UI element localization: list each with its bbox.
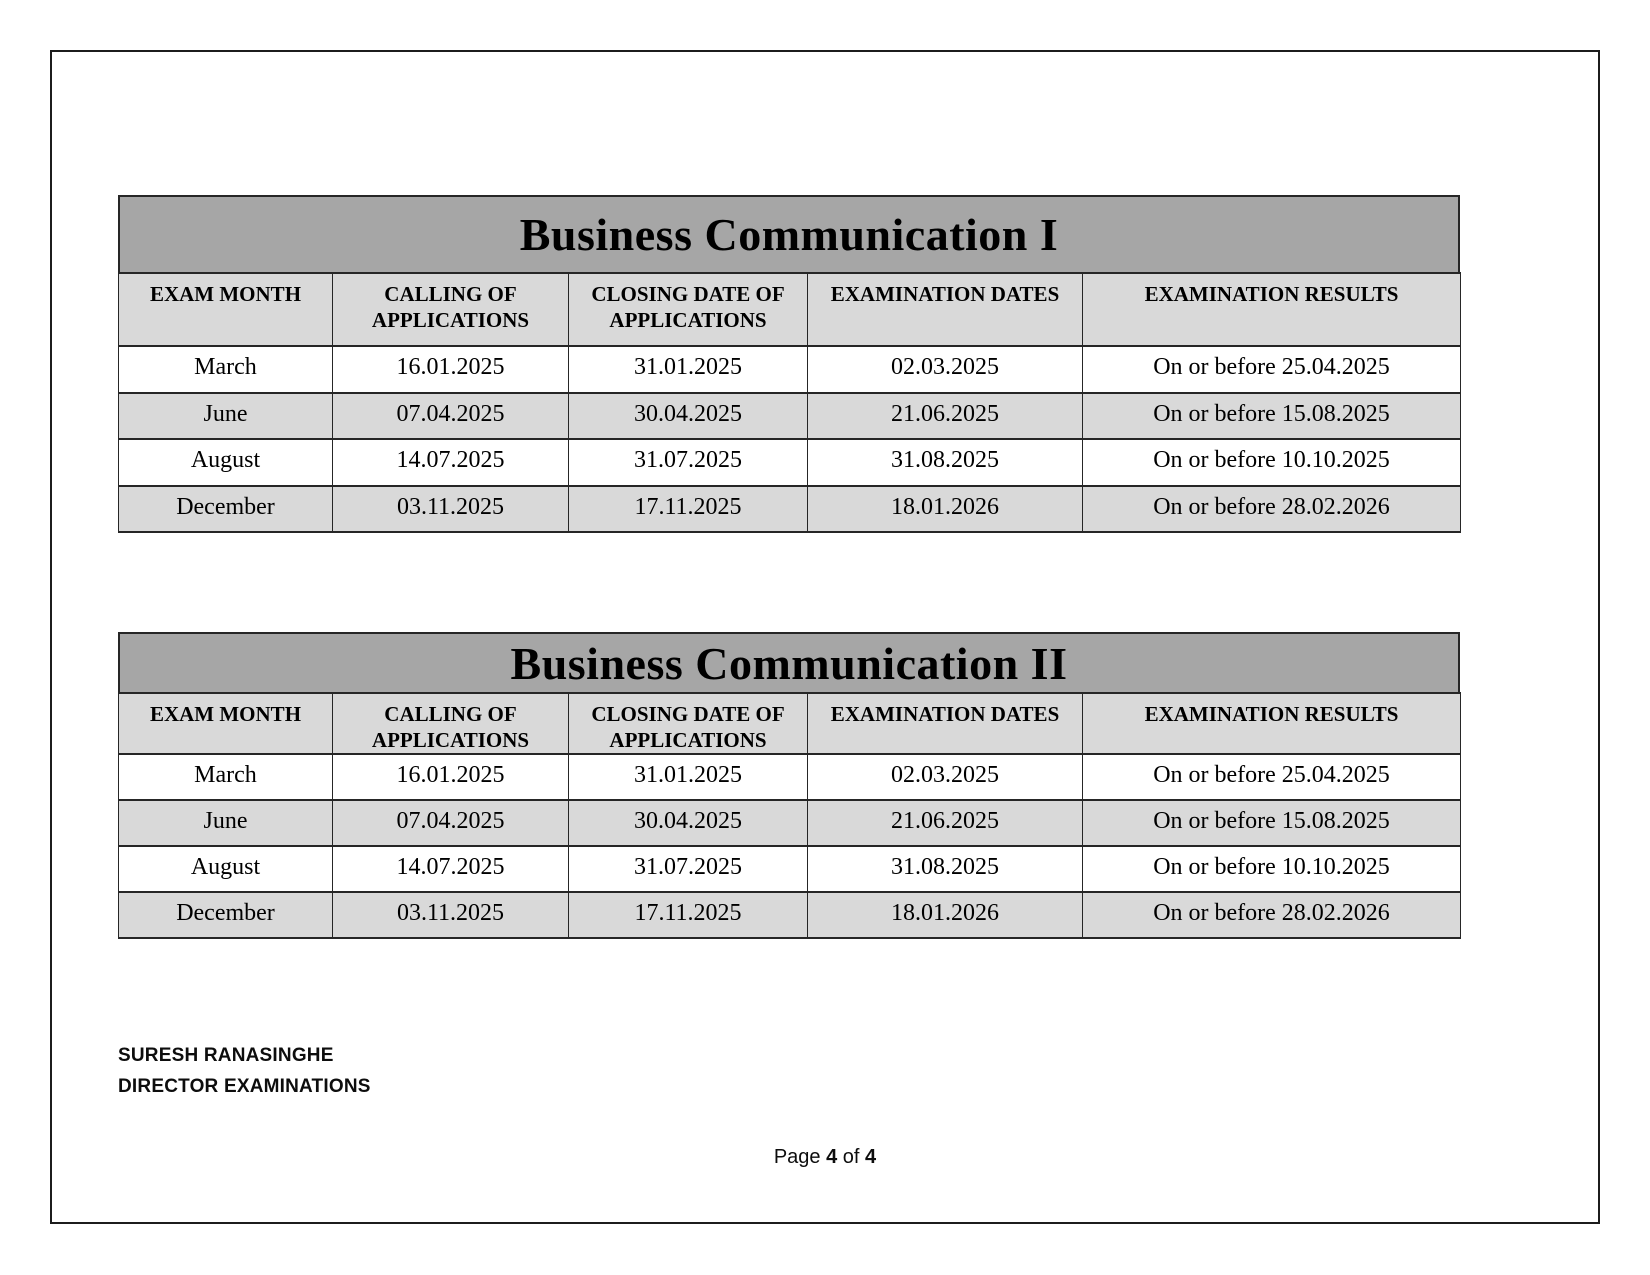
table-cell: On or before 15.08.2025: [1082, 391, 1461, 440]
table-cell: On or before 28.02.2026: [1082, 484, 1461, 533]
exam-table-business-communication-2: Business Communication II EXAM MONTH CALLI…: [118, 632, 1461, 939]
column-header: EXAMINATION RESULTS: [1082, 692, 1461, 755]
table-cell: 14.07.2025: [332, 438, 569, 487]
exam-schedule-table: EXAM MONTH CALLING OF APPLICATIONS CLOSING…: [118, 272, 1461, 533]
table-title-bar: Business Communication I: [118, 195, 1460, 272]
page-of-word: of: [837, 1146, 866, 1168]
table-cell: March: [118, 753, 333, 801]
table-row: June 07.04.2025 30.04.2025 21.06.2025 On or …: [118, 799, 1461, 847]
table-cell: 07.04.2025: [332, 799, 569, 847]
column-header: CLOSING DATE OF APPLICATIONS: [568, 272, 808, 347]
column-header: CALLING OF APPLICATIONS: [332, 692, 569, 755]
table-cell: June: [118, 799, 333, 847]
column-header: CLOSING DATE OF APPLICATIONS: [568, 692, 808, 755]
table-cell: 18.01.2026: [807, 484, 1083, 533]
table-cell: On or before 15.08.2025: [1082, 799, 1461, 847]
signature-block: SURESH RANASINGHE DIRECTOR EXAMINATIONS: [118, 1040, 371, 1102]
header-row: EXAM MONTH CALLING OF APPLICATIONS CLOSING…: [118, 272, 1461, 347]
table-title: Business Communication II: [510, 637, 1068, 689]
table-cell: 31.07.2025: [568, 845, 808, 893]
table-cell: 31.08.2025: [807, 438, 1083, 487]
table-cell: August: [118, 845, 333, 893]
table-row: March 16.01.2025 31.01.2025 02.03.2025 On or…: [118, 753, 1461, 801]
header-row: EXAM MONTH CALLING OF APPLICATIONS CLOSING…: [118, 692, 1461, 755]
column-header: CALLING OF APPLICATIONS: [332, 272, 569, 347]
table-cell: 16.01.2025: [332, 345, 569, 394]
table-cell: On or before 25.04.2025: [1082, 345, 1461, 394]
page-total-number: 4: [865, 1146, 877, 1168]
page-number: Page 4 of 4: [50, 1146, 1600, 1169]
table-cell: 02.03.2025: [807, 753, 1083, 801]
table-row: December 03.11.2025 17.11.2025 18.01.2026 On…: [118, 484, 1461, 533]
table-title: Business Communication I: [519, 209, 1059, 260]
table-cell: 17.11.2025: [568, 891, 808, 939]
column-header: EXAM MONTH: [118, 272, 333, 347]
table-cell: 30.04.2025: [568, 799, 808, 847]
column-header: EXAMINATION RESULTS: [1082, 272, 1461, 347]
exam-table-business-communication-1: Business Communication I EXAM MONTH CALLIN…: [118, 195, 1461, 533]
table-title-bar: Business Communication II: [118, 632, 1460, 692]
column-header: EXAMINATION DATES: [807, 272, 1083, 347]
table-cell: 18.01.2026: [807, 891, 1083, 939]
table-cell: December: [118, 484, 333, 533]
table-cell: 07.04.2025: [332, 391, 569, 440]
table-cell: 31.07.2025: [568, 438, 808, 487]
table-cell: August: [118, 438, 333, 487]
column-header: EXAMINATION DATES: [807, 692, 1083, 755]
exam-schedule-table: EXAM MONTH CALLING OF APPLICATIONS CLOSING…: [118, 692, 1461, 939]
table-cell: 14.07.2025: [332, 845, 569, 893]
table-cell: On or before 25.04.2025: [1082, 753, 1461, 801]
table-cell: 02.03.2025: [807, 345, 1083, 394]
table-row: December 03.11.2025 17.11.2025 18.01.2026 On…: [118, 891, 1461, 939]
table-cell: 31.01.2025: [568, 753, 808, 801]
signatory-role: DIRECTOR EXAMINATIONS: [118, 1076, 371, 1097]
table-cell: On or before 28.02.2026: [1082, 891, 1461, 939]
table-cell: On or before 10.10.2025: [1082, 845, 1461, 893]
signatory-name: SURESH RANASINGHE: [118, 1045, 334, 1066]
table-cell: 03.11.2025: [332, 484, 569, 533]
table-cell: 16.01.2025: [332, 753, 569, 801]
table-cell: 31.08.2025: [807, 845, 1083, 893]
column-header: EXAM MONTH: [118, 692, 333, 755]
table-cell: 21.06.2025: [807, 391, 1083, 440]
table-cell: 03.11.2025: [332, 891, 569, 939]
table-row: August 14.07.2025 31.07.2025 31.08.2025 On o…: [118, 845, 1461, 893]
table-cell: 17.11.2025: [568, 484, 808, 533]
table-cell: 21.06.2025: [807, 799, 1083, 847]
table-cell: 30.04.2025: [568, 391, 808, 440]
page-word: Page: [773, 1146, 827, 1168]
table-row: June 07.04.2025 30.04.2025 21.06.2025 On or …: [118, 391, 1461, 440]
table-cell: March: [118, 345, 333, 394]
table-cell: 31.01.2025: [568, 345, 808, 394]
table-row: August 14.07.2025 31.07.2025 31.08.2025 On o…: [118, 438, 1461, 487]
table-row: March 16.01.2025 31.01.2025 02.03.2025 On or…: [118, 345, 1461, 394]
table-cell: On or before 10.10.2025: [1082, 438, 1461, 487]
table-cell: June: [118, 391, 333, 440]
page-current-number: 4: [826, 1146, 838, 1168]
table-cell: December: [118, 891, 333, 939]
